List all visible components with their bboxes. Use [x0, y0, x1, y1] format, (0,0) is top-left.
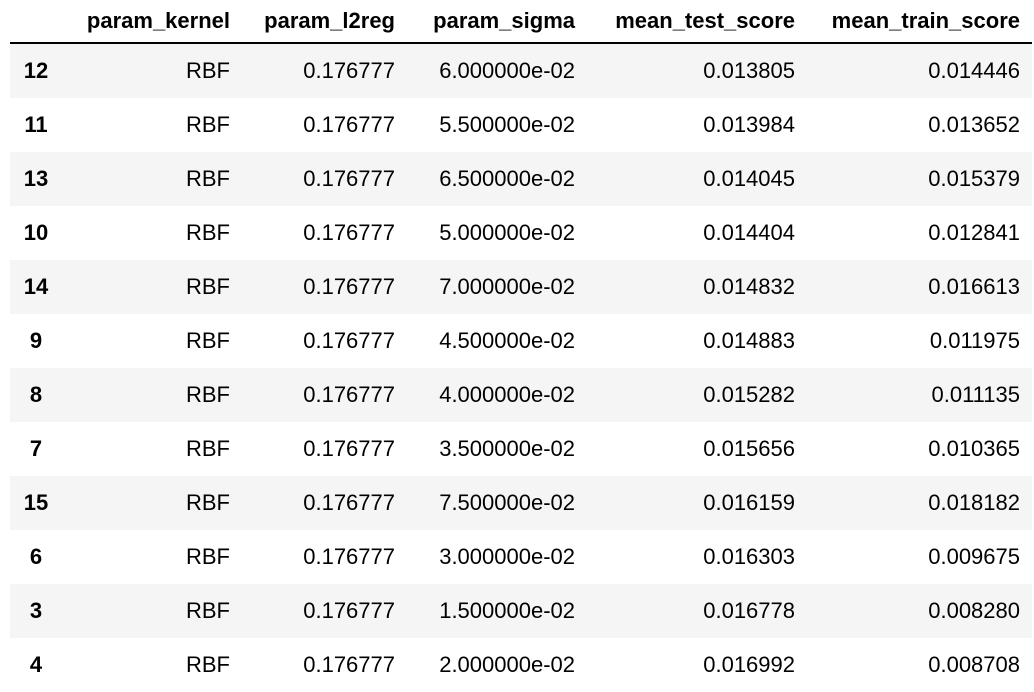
cell-param-kernel: RBF	[186, 274, 230, 299]
header-index	[10, 0, 62, 44]
cell-param-sigma: 3.000000e-02	[439, 544, 575, 569]
table-row: 6 RBF 0.176777 3.000000e-02 0.016303 0.009675	[10, 530, 1032, 584]
cell-mean-test-score: 0.013984	[703, 112, 795, 137]
cell-mean-train-score: 0.008708	[928, 652, 1020, 677]
cell-mean-train-score: 0.011975	[929, 328, 1020, 353]
cell-mean-test-score: 0.014404	[703, 220, 795, 245]
cell-mean-test-score: 0.015282	[703, 382, 795, 407]
table-body: 12 RBF 0.176777 6.000000e-02 0.013805 0.01444…	[10, 43, 1032, 692]
row-index: 8	[29, 382, 43, 407]
cell-param-kernel: RBF	[186, 328, 230, 353]
table-row: 10 RBF 0.176777 5.000000e-02 0.014404 0.01284…	[10, 206, 1032, 260]
cell-param-sigma: 1.500000e-02	[439, 598, 575, 623]
cell-param-l2reg: 0.176777	[303, 220, 395, 245]
cell-param-sigma: 5.000000e-02	[439, 220, 575, 245]
table-header: param_kernel param_l2reg param_sigma mea…	[10, 0, 1032, 44]
header-mean-test-score: mean_test_score	[587, 0, 807, 44]
row-index: 15	[23, 490, 49, 515]
table-row: 7 RBF 0.176777 3.500000e-02 0.015656 0.010365	[10, 422, 1032, 476]
cell-param-l2reg: 0.176777	[303, 328, 395, 353]
cell-param-sigma: 3.500000e-02	[439, 436, 575, 461]
cell-mean-test-score: 0.016992	[703, 652, 795, 677]
cell-param-sigma: 7.500000e-02	[439, 490, 575, 515]
cell-param-kernel: RBF	[186, 652, 230, 677]
cell-param-sigma: 2.000000e-02	[439, 652, 575, 677]
cell-mean-train-score: 0.015379	[928, 166, 1020, 191]
row-index: 11	[24, 112, 48, 137]
cell-param-l2reg: 0.176777	[303, 490, 395, 515]
results-table: param_kernel param_l2reg param_sigma mea…	[10, 0, 1032, 692]
table-row: 3 RBF 0.176777 1.500000e-02 0.016778 0.008280	[10, 584, 1032, 638]
cell-mean-train-score: 0.010365	[928, 436, 1020, 461]
cell-param-kernel: RBF	[186, 436, 230, 461]
header-param-kernel: param_kernel	[62, 0, 242, 44]
table-row: 11 RBF 0.176777 5.500000e-02 0.013984 0.01365…	[10, 98, 1032, 152]
table-row: 9 RBF 0.176777 4.500000e-02 0.014883 0.011975	[10, 314, 1032, 368]
cell-mean-train-score: 0.018182	[928, 490, 1020, 515]
header-row: param_kernel param_l2reg param_sigma mea…	[10, 0, 1032, 44]
row-index: 4	[29, 652, 43, 677]
cell-param-kernel: RBF	[186, 382, 230, 407]
row-index: 3	[29, 598, 43, 623]
header-mean-train-score: mean_train_score	[807, 0, 1032, 44]
cell-param-l2reg: 0.176777	[303, 652, 395, 677]
cell-param-l2reg: 0.176777	[303, 58, 395, 83]
header-param-sigma: param_sigma	[407, 0, 587, 44]
cell-mean-train-score: 0.011135	[931, 382, 1021, 407]
cell-mean-train-score: 0.008280	[928, 598, 1020, 623]
table-row: 4 RBF 0.176777 2.000000e-02 0.016992 0.008708	[10, 638, 1032, 692]
cell-mean-train-score: 0.009675	[928, 544, 1020, 569]
table-row: 14 RBF 0.176777 7.000000e-02 0.014832 0.01661…	[10, 260, 1032, 314]
cell-param-sigma: 4.000000e-02	[439, 382, 575, 407]
cell-param-l2reg: 0.176777	[303, 544, 395, 569]
cell-param-sigma: 7.000000e-02	[439, 274, 575, 299]
cell-mean-test-score: 0.013805	[703, 58, 795, 83]
cell-mean-train-score: 0.016613	[928, 274, 1020, 299]
row-index: 14	[23, 274, 49, 299]
table-row: 13 RBF 0.176777 6.500000e-02 0.014045 0.01537…	[10, 152, 1032, 206]
cell-param-kernel: RBF	[186, 544, 230, 569]
cell-param-l2reg: 0.176777	[303, 598, 395, 623]
cell-mean-train-score: 0.013652	[928, 112, 1020, 137]
cell-param-l2reg: 0.176777	[303, 166, 395, 191]
cell-param-sigma: 5.500000e-02	[439, 112, 575, 137]
row-index: 10	[23, 220, 49, 245]
cell-mean-test-score: 0.016159	[703, 490, 795, 515]
cell-param-l2reg: 0.176777	[303, 382, 395, 407]
cell-param-kernel: RBF	[186, 58, 230, 83]
cell-param-l2reg: 0.176777	[303, 112, 395, 137]
cell-param-l2reg: 0.176777	[303, 274, 395, 299]
cell-param-kernel: RBF	[186, 490, 230, 515]
row-index: 7	[29, 436, 43, 461]
cell-mean-test-score: 0.016303	[703, 544, 795, 569]
cell-mean-train-score: 0.012841	[928, 220, 1020, 245]
table-row: 8 RBF 0.176777 4.000000e-02 0.015282 0.011135	[10, 368, 1032, 422]
cell-param-kernel: RBF	[186, 220, 230, 245]
table-row: 15 RBF 0.176777 7.500000e-02 0.016159 0.01818…	[10, 476, 1032, 530]
cell-param-kernel: RBF	[186, 598, 230, 623]
cell-param-sigma: 6.500000e-02	[439, 166, 575, 191]
cell-param-l2reg: 0.176777	[303, 436, 395, 461]
cell-mean-test-score: 0.015656	[703, 436, 795, 461]
row-index: 12	[23, 58, 49, 83]
cell-mean-test-score: 0.016778	[703, 598, 795, 623]
row-index: 9	[29, 328, 43, 353]
cell-mean-test-score: 0.014883	[703, 328, 795, 353]
cell-mean-train-score: 0.014446	[928, 58, 1020, 83]
row-index: 13	[23, 166, 49, 191]
cell-mean-test-score: 0.014045	[703, 166, 795, 191]
table-row: 12 RBF 0.176777 6.000000e-02 0.013805 0.01444…	[10, 43, 1032, 98]
cell-param-sigma: 4.500000e-02	[439, 328, 575, 353]
header-param-l2reg: param_l2reg	[242, 0, 407, 44]
row-index: 6	[29, 544, 43, 569]
cell-param-kernel: RBF	[186, 112, 230, 137]
cell-mean-test-score: 0.014832	[703, 274, 795, 299]
cell-param-kernel: RBF	[186, 166, 230, 191]
cell-param-sigma: 6.000000e-02	[439, 58, 575, 83]
